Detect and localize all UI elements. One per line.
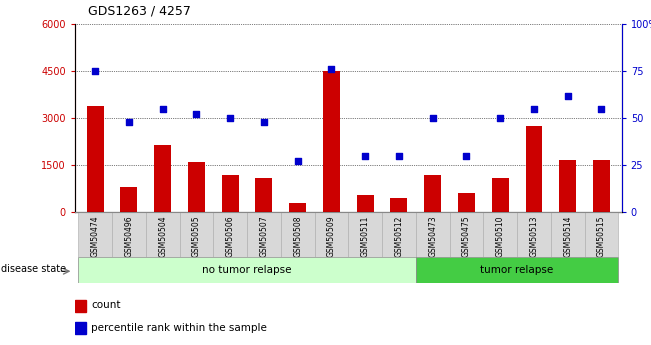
- Text: GSM50514: GSM50514: [563, 216, 572, 257]
- Text: GSM50512: GSM50512: [395, 216, 404, 257]
- Point: [529, 106, 539, 111]
- Text: GDS1263 / 4257: GDS1263 / 4257: [88, 4, 191, 17]
- Text: GSM50506: GSM50506: [226, 216, 234, 257]
- FancyBboxPatch shape: [314, 212, 348, 257]
- Text: GSM50496: GSM50496: [124, 216, 133, 257]
- Point: [461, 153, 471, 158]
- Point: [225, 115, 236, 121]
- Text: tumor relapse: tumor relapse: [480, 265, 554, 275]
- Bar: [458, 193, 475, 212]
- Point: [495, 115, 505, 121]
- Bar: [188, 162, 205, 212]
- Bar: [559, 160, 576, 212]
- Point: [158, 106, 168, 111]
- Bar: [357, 195, 374, 212]
- FancyBboxPatch shape: [112, 212, 146, 257]
- Point: [292, 159, 303, 164]
- Text: GSM50507: GSM50507: [259, 216, 268, 257]
- Text: GSM50508: GSM50508: [293, 216, 302, 257]
- Bar: [525, 126, 542, 212]
- Bar: [75, 322, 86, 334]
- Bar: [154, 145, 171, 212]
- FancyBboxPatch shape: [180, 212, 214, 257]
- FancyBboxPatch shape: [517, 212, 551, 257]
- Point: [394, 153, 404, 158]
- FancyBboxPatch shape: [585, 212, 618, 257]
- Bar: [289, 203, 306, 212]
- Point: [258, 119, 269, 125]
- Text: GSM50475: GSM50475: [462, 216, 471, 257]
- Text: percentile rank within the sample: percentile rank within the sample: [91, 323, 267, 333]
- Bar: [120, 187, 137, 212]
- Text: GSM50504: GSM50504: [158, 216, 167, 257]
- Bar: [75, 299, 86, 312]
- FancyBboxPatch shape: [416, 257, 618, 283]
- Point: [124, 119, 134, 125]
- Bar: [424, 175, 441, 212]
- Text: GSM50515: GSM50515: [597, 216, 606, 257]
- Text: GSM50509: GSM50509: [327, 216, 336, 257]
- FancyBboxPatch shape: [483, 212, 517, 257]
- FancyBboxPatch shape: [247, 212, 281, 257]
- FancyBboxPatch shape: [348, 212, 382, 257]
- Bar: [593, 160, 610, 212]
- Point: [562, 93, 573, 98]
- Text: no tumor relapse: no tumor relapse: [202, 265, 292, 275]
- FancyBboxPatch shape: [78, 257, 416, 283]
- Text: count: count: [91, 300, 121, 310]
- Text: GSM50511: GSM50511: [361, 216, 370, 257]
- Point: [428, 115, 438, 121]
- Point: [360, 153, 370, 158]
- Text: disease state: disease state: [1, 264, 66, 274]
- FancyBboxPatch shape: [382, 212, 416, 257]
- Point: [191, 112, 202, 117]
- Bar: [492, 178, 508, 212]
- FancyBboxPatch shape: [416, 212, 450, 257]
- FancyBboxPatch shape: [214, 212, 247, 257]
- Bar: [255, 178, 272, 212]
- Point: [90, 68, 100, 74]
- Text: GSM50513: GSM50513: [529, 216, 538, 257]
- Text: GSM50473: GSM50473: [428, 216, 437, 257]
- FancyBboxPatch shape: [551, 212, 585, 257]
- Text: GSM50474: GSM50474: [90, 216, 100, 257]
- Point: [596, 106, 607, 111]
- Bar: [391, 198, 408, 212]
- Text: GSM50510: GSM50510: [495, 216, 505, 257]
- FancyBboxPatch shape: [78, 212, 112, 257]
- FancyBboxPatch shape: [450, 212, 483, 257]
- Bar: [222, 175, 238, 212]
- Text: GSM50505: GSM50505: [192, 216, 201, 257]
- Bar: [87, 106, 104, 212]
- Point: [326, 67, 337, 72]
- FancyBboxPatch shape: [146, 212, 180, 257]
- Bar: [323, 71, 340, 212]
- FancyBboxPatch shape: [281, 212, 314, 257]
